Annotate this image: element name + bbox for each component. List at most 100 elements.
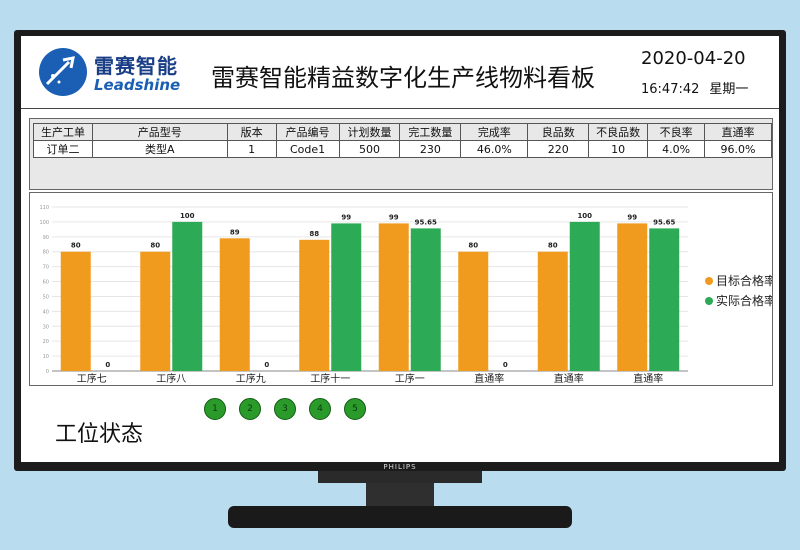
data-label: 0 [105,361,110,369]
data-label: 99 [389,213,399,221]
table-cell: 96.0% [704,140,772,158]
logo-chinese-name: 雷赛智能 [94,54,178,78]
y-tick-label: 50 [43,294,49,300]
table-header-cell: 直通率 [704,123,772,141]
table-header-cell: 计划数量 [338,123,401,141]
monitor-stand-post [366,483,434,507]
company-logo: 雷赛智能 Leadshine [39,46,181,98]
y-tick-label: 60 [43,280,49,286]
table-cell: 500 [338,140,401,158]
table-header-cell: 生产工单 [33,123,93,141]
table-cell: 230 [399,140,462,158]
data-label: 80 [548,242,558,250]
page-title: 雷赛智能精益数字化生产线物料看板 [211,64,595,92]
bar-target [60,251,91,371]
bar-target [378,223,409,371]
table-cell: 订单二 [33,140,93,158]
data-label: 100 [577,212,592,220]
table-header-cell: 完成率 [460,123,529,141]
y-tick-label: 10 [43,354,49,360]
y-tick-label: 100 [39,220,49,226]
bar-actual [331,223,362,371]
data-label: 100 [180,212,195,220]
legend-label: 实际合格率 [716,293,772,308]
data-label: 0 [264,361,269,369]
bar-actual [410,228,441,371]
bar-target [537,251,568,371]
station-indicator[interactable]: 1 [204,398,226,420]
table-cell: 1 [226,140,277,158]
logo-emblem-icon [39,48,87,96]
pass-rate-chart: 0 10 20 30 40 50 60 70 80 90 100 110 80 0 工序七 80 100 工序八 8… [29,192,773,386]
table-header-cell: 不良率 [647,123,706,141]
work-order-table: 生产工单 产品型号 版本 产品编号 计划数量 完工数量 完成率 良品数 不良品数 不良率 直通率 订… [33,123,772,158]
station-indicator[interactable]: 3 [274,398,296,420]
bar-target [219,238,250,371]
data-label: 95.65 [653,218,675,226]
chart-canvas: 0 10 20 30 40 50 60 70 80 90 100 110 80 0 工序七 80 100 工序八 8… [39,205,772,385]
current-date: 2020-04-20 [641,48,746,69]
legend-swatch [705,297,713,305]
x-tick-label: 工序八 [156,372,186,385]
monitor-stand-base [228,506,572,528]
x-tick-label: 工序一 [395,372,425,385]
bar-target [617,223,648,371]
monitor-neck [318,471,482,483]
bar-actual [172,221,203,371]
table-row: 订单二 类型A 1 Code1 500 230 46.0% 220 10 4.0% 96.0% [33,140,772,158]
weekday: 星期一 [709,82,749,97]
table-header-row: 生产工单 产品型号 版本 产品编号 计划数量 完工数量 完成率 良品数 不良品数 不良率 直通率 [33,123,772,141]
legend-label: 目标合格率 [716,273,772,288]
y-tick-label: 70 [43,265,49,271]
table-cell: 4.0% [647,140,706,158]
data-label: 80 [71,242,81,250]
bar-target [140,251,171,371]
x-tick-label: 直通率 [474,372,504,385]
bar-target [458,251,489,371]
table-header-cell: 版本 [226,123,277,141]
data-label: 99 [627,213,637,221]
bar-actual [649,228,680,371]
y-tick-label: 0 [46,369,49,375]
table-cell: Code1 [275,140,340,158]
header-divider [21,108,779,109]
data-label: 89 [230,228,240,236]
station-status-title: 工位状态 [55,422,144,447]
station-indicator[interactable]: 4 [309,398,331,420]
x-tick-label: 工序十一 [310,372,350,385]
x-tick-label: 直通率 [633,372,663,385]
table-cell: 10 [588,140,649,158]
table-header-cell: 良品数 [527,123,590,141]
x-tick-label: 工序九 [236,372,266,385]
data-label: 88 [309,230,319,238]
table-cell: 220 [527,140,590,158]
dashboard-screen: 雷赛智能 Leadshine 雷赛智能精益数字化生产线物料看板 2020-04-… [21,36,779,462]
data-label: 99 [341,213,351,221]
table-header-cell: 产品型号 [91,123,228,141]
table-cell: 46.0% [460,140,529,158]
table-cell: 类型A [91,140,228,158]
bar-actual [569,221,600,371]
y-tick-label: 40 [43,309,49,315]
y-tick-label: 90 [43,235,49,241]
monitor-brand: PHILIPS [383,463,417,471]
y-tick-label: 30 [43,324,49,330]
logo-english-name: Leadshine [94,76,181,94]
data-label: 95.65 [415,218,437,226]
bar-target [299,239,330,371]
data-label: 80 [468,242,478,250]
table-header-cell: 不良品数 [588,123,649,141]
clock-time: 16:47:42 [641,82,700,97]
work-order-panel: 生产工单 产品型号 版本 产品编号 计划数量 完工数量 完成率 良品数 不良品数 不良率 直通率 订… [29,118,773,190]
y-tick-label: 20 [43,339,49,345]
station-indicator[interactable]: 5 [344,398,366,420]
table-header-cell: 完工数量 [399,123,462,141]
y-tick-label: 80 [43,250,49,256]
data-label: 0 [503,361,508,369]
y-tick-label: 110 [39,205,49,211]
station-indicator[interactable]: 2 [239,398,261,420]
current-time: 16:47:42 星期一 [641,78,758,97]
legend-swatch [705,277,713,285]
x-tick-label: 直通率 [554,372,584,385]
